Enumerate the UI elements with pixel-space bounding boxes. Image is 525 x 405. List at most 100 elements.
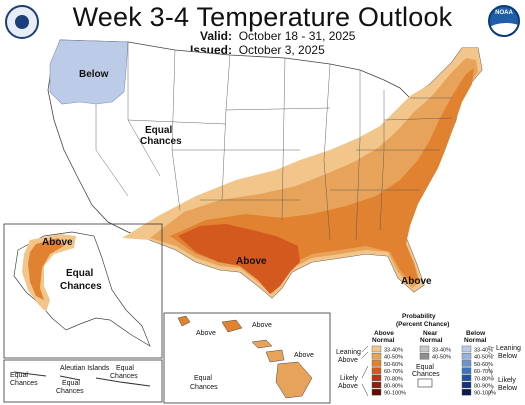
legend-leaning-above-bracket <box>361 345 369 359</box>
legend-below-bin-label: 33-40% <box>474 348 493 354</box>
legend-likely-above-bracket <box>361 365 369 397</box>
label-equal-conus-1: Equal <box>145 125 172 136</box>
hawaii-big-island <box>275 361 313 399</box>
legend-likely-below-bracket <box>487 365 495 397</box>
hawaii-inset-frame <box>163 312 331 404</box>
legend-above-bin-swatch <box>371 367 382 374</box>
legend-below-bin-swatch <box>461 345 472 353</box>
valid-line: Valid: October 18 - 31, 2025 <box>200 29 355 43</box>
legend-above-bin-label: 90-100% <box>384 391 406 397</box>
hawaii-kauai <box>177 315 191 327</box>
legend-near-header-1: Near <box>423 330 438 337</box>
legend-below-column: 33-40%40-50%50-60%60-70%70-80% 80-90%90-1… <box>461 345 496 397</box>
legend-below-bin-label: 90-100% <box>474 391 496 397</box>
label-hawaii-above-3: Above <box>294 352 314 359</box>
label-aleutian-equal-2a: Equal <box>62 380 80 387</box>
page-title: Week 3-4 Temperature Outlook <box>72 2 453 32</box>
legend-title-2: (Percent Chance) <box>396 321 449 328</box>
doc-seal-icon <box>5 5 39 39</box>
legend-above-header-2: Normal <box>372 337 395 344</box>
legend-above-column: 33-40%40-50%50-60%60-70%70-80% 80-90%90-1… <box>371 345 406 397</box>
state-borders <box>95 42 453 241</box>
legend-above-bin-swatch <box>371 381 382 389</box>
legend-below-bin-label: 40-50% <box>474 355 493 361</box>
aleutian-inset-frame <box>3 359 163 403</box>
legend-below-bin-swatch <box>461 367 472 374</box>
legend-below-bin-swatch <box>461 360 472 367</box>
alaska-above-inner <box>28 238 64 300</box>
hawaii-maui <box>265 349 285 363</box>
legend-above-bin-swatch <box>371 360 382 367</box>
legend-near-bin-label: 40-50% <box>432 355 451 361</box>
aleutian-islands-outline <box>13 371 151 387</box>
label-hawaii-above-2: Above <box>252 322 272 329</box>
legend-equal-chances-swatch <box>417 378 433 388</box>
legend-near-bin-swatch <box>419 345 430 353</box>
alaska-inset-frame <box>3 223 163 359</box>
legend-likely-above-2: Above <box>338 383 358 390</box>
hawaii-molokai <box>251 339 273 349</box>
label-hawaii-above-1: Above <box>196 330 216 337</box>
legend-leaning-below-1: Leaning <box>496 345 521 352</box>
label-aleutian-equal-1a: Equal <box>10 372 28 379</box>
legend-leaning-above-1: Leaning <box>336 349 361 356</box>
legend-above-bin-swatch <box>371 389 382 396</box>
hawaii-oahu <box>221 319 243 333</box>
above-60-70-region <box>178 224 300 294</box>
legend-near-bin-swatch <box>419 353 430 360</box>
label-above-sw: Above <box>236 256 267 267</box>
legend: Probability (Percent Chance) Above Norma… <box>336 313 521 397</box>
label-alaska-above: Above <box>42 237 73 248</box>
legend-above-header-1: Above <box>374 330 394 337</box>
legend-below-bin-label: 80-90% <box>474 384 493 390</box>
legend-above-bin-label: 80-90% <box>384 384 403 390</box>
legend-near-bin-label: 33-40% <box>432 348 451 354</box>
legend-near-header-2: Normal <box>420 337 443 344</box>
label-above-se: Above <box>401 276 432 287</box>
legend-above-bin-label: 60-70% <box>384 369 403 375</box>
label-alaska-equal-1: Equal <box>66 268 93 279</box>
legend-above-bin-label: 40-50% <box>384 355 403 361</box>
legend-above-bin-swatch <box>371 345 382 353</box>
legend-above-bin-label: 50-60% <box>384 362 403 368</box>
legend-likely-below-1: Likely <box>498 377 516 384</box>
legend-leaning-below-2: Below <box>498 353 518 360</box>
legend-below-bin-swatch <box>461 381 472 389</box>
label-below-conus: Below <box>79 69 109 80</box>
legend-below-bin-label: 50-60% <box>474 362 493 368</box>
label-hawaii-equal-2: Chances <box>190 384 218 391</box>
label-equal-conus-2: Chances <box>140 136 182 147</box>
label-aleutian-equal-2b: Chances <box>56 388 84 395</box>
label-aleutian-equal-3b: Chances <box>110 373 138 380</box>
legend-title-1: Probability <box>402 313 436 320</box>
issued-value: October 3, 2025 <box>238 43 325 57</box>
legend-below-bin-label: 70-80% <box>474 376 493 382</box>
label-aleutian-equal-1b: Chances <box>10 380 38 387</box>
legend-leaning-above-2: Above <box>338 357 358 364</box>
legend-likely-above-1: Likely <box>340 375 358 382</box>
legend-below-bin-label: 60-70% <box>474 369 493 375</box>
label-aleutian-equal-3a: Equal <box>116 365 134 372</box>
legend-above-bin-label: 33-40% <box>384 348 403 354</box>
legend-below-header-2: Normal <box>464 337 487 344</box>
legend-below-bin-swatch <box>461 389 472 396</box>
legend-equal-chances-1: Equal <box>416 364 434 371</box>
legend-near-column: 33-40%40-50% <box>419 345 451 361</box>
label-alaska-equal-2: Chances <box>60 281 102 292</box>
legend-leaning-below-bracket <box>487 345 495 357</box>
legend-likely-below-2: Below <box>498 385 518 392</box>
valid-label: Valid: <box>200 29 233 43</box>
legend-below-header-1: Below <box>466 330 486 337</box>
legend-above-bin-swatch <box>371 353 382 360</box>
valid-value: October 18 - 31, 2025 <box>238 29 356 43</box>
legend-equal-chances-2: Chances <box>412 371 440 378</box>
legend-below-bin-swatch <box>461 353 472 360</box>
legend-below-bin-swatch <box>461 374 472 381</box>
label-aleutian-title: Aleutian Islands <box>60 365 110 372</box>
label-hawaii-equal-1: Equal <box>194 375 212 382</box>
noaa-logo-text: NOAA <box>495 10 513 16</box>
legend-above-bin-swatch <box>371 374 382 381</box>
legend-above-bin-label: 70-80% <box>384 376 403 382</box>
noaa-logo-icon: NOAA <box>488 5 520 37</box>
